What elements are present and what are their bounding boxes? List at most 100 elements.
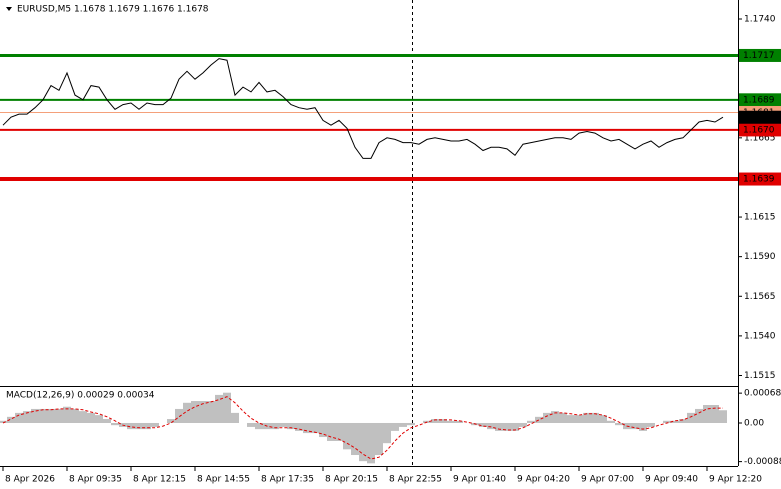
x-tick-label: 9 Apr 09:40 (645, 475, 698, 485)
histogram-bar (303, 422, 311, 434)
histogram-bar (439, 419, 447, 423)
histogram-bar (335, 422, 343, 441)
x-tick-label: 9 Apr 12:20 (709, 475, 762, 485)
histogram-bar (663, 420, 671, 423)
histogram-bar (527, 420, 535, 423)
histogram-bar (311, 422, 319, 434)
y-tick-label: -0.00088 (744, 457, 781, 467)
x-tick-label: 8 Apr 09:35 (69, 475, 122, 485)
histogram-bar (567, 415, 575, 423)
histogram-bar (391, 422, 399, 431)
histogram-bar (23, 411, 31, 423)
y-tick-label: 1.1590 (744, 252, 776, 262)
histogram-bar (487, 422, 495, 430)
histogram-bar (71, 408, 79, 423)
x-tick-label: 8 Apr 20:15 (325, 475, 378, 485)
price-line (2, 58, 724, 159)
histogram-bar (343, 422, 351, 450)
histogram-bar (599, 415, 607, 423)
histogram-bar (703, 404, 711, 423)
histogram-bar (223, 392, 231, 423)
level-tag (739, 48, 781, 62)
histogram-bar (687, 412, 695, 423)
x-tick-label: 8 Apr 2026 (5, 475, 55, 485)
histogram-bar (647, 422, 655, 427)
histogram-bar (431, 419, 439, 423)
histogram-bar (511, 422, 519, 431)
y-tick-label: 1.1615 (744, 213, 776, 223)
y-tick-label: 1.1540 (744, 331, 776, 341)
histogram-bar (111, 422, 119, 426)
histogram-bar (591, 412, 599, 423)
histogram-bar (15, 412, 23, 423)
macd-header: MACD(12,26,9) 0.00029 0.00034 (6, 391, 155, 401)
histogram-bar (447, 420, 455, 423)
histogram-bar (351, 422, 359, 456)
y-tick-label: 1.1515 (744, 371, 776, 381)
histogram-bar (215, 394, 223, 423)
histogram-bar (295, 422, 303, 431)
bid-label: 1.1678 (743, 113, 775, 123)
y-tick-label: 1.1740 (744, 15, 776, 25)
histogram-bar (503, 422, 511, 431)
x-tick-label: 8 Apr 17:35 (261, 475, 314, 485)
histogram-bar (479, 422, 487, 427)
histogram-bar (7, 416, 15, 423)
menu-arrow (6, 7, 12, 11)
histogram-bar (359, 422, 367, 462)
histogram-bar (695, 408, 703, 423)
histogram-bar (175, 408, 183, 423)
level-label: 1.1639 (743, 175, 775, 185)
histogram-bar (319, 422, 327, 438)
y-tick-label: 0.00068 (744, 389, 781, 399)
histogram-bar (551, 411, 559, 423)
histogram-bar (407, 422, 415, 426)
histogram-bar (95, 415, 103, 423)
y-tick-label: 1.1565 (744, 292, 776, 302)
histogram-bar (711, 404, 719, 423)
y-tick-label: 0.00 (744, 418, 764, 428)
histogram-bar (199, 401, 207, 423)
histogram-bar (671, 420, 679, 423)
histogram-bar (455, 420, 463, 423)
histogram-bar (151, 422, 159, 427)
histogram-bar (543, 412, 551, 423)
histogram-bar (207, 401, 215, 423)
histogram-bar (271, 422, 279, 430)
histogram-bar (103, 419, 111, 423)
histogram-bar (183, 402, 191, 423)
histogram-bar (383, 422, 391, 444)
histogram-bar (0, 420, 8, 423)
histogram-bar (559, 412, 567, 423)
level-label: 1.1689 (743, 95, 775, 105)
histogram-bar (143, 422, 151, 430)
histogram-bar (719, 410, 727, 423)
histogram-bar (191, 401, 199, 423)
histogram-bar (679, 419, 687, 423)
signal-line (2, 396, 723, 460)
x-tick-label: 8 Apr 14:55 (197, 475, 250, 485)
symbol-header: EURUSD,M5 1.1678 1.1679 1.1676 1.1678 (17, 5, 209, 15)
histogram-bar (247, 422, 255, 427)
histogram-bar (47, 408, 55, 423)
bid-tag (739, 110, 781, 124)
histogram-bar (631, 422, 639, 430)
histogram-bar (327, 422, 335, 441)
histogram-bar (63, 406, 71, 423)
histogram-bar (167, 419, 175, 423)
histogram-bar (255, 422, 263, 430)
level-tag (739, 172, 781, 186)
histogram-bar (279, 422, 287, 427)
x-tick-label: 8 Apr 12:15 (133, 475, 186, 485)
histogram-bar (231, 412, 239, 423)
histogram-bar (607, 420, 615, 423)
histogram-bar (639, 422, 647, 431)
level-label: 1.1717 (743, 51, 775, 61)
histogram-bar (287, 422, 295, 430)
y-tick-label: 1.1665 (744, 133, 776, 143)
histogram-bar (583, 412, 591, 423)
x-tick-label: 9 Apr 01:40 (453, 475, 506, 485)
histogram-bar (575, 415, 583, 423)
